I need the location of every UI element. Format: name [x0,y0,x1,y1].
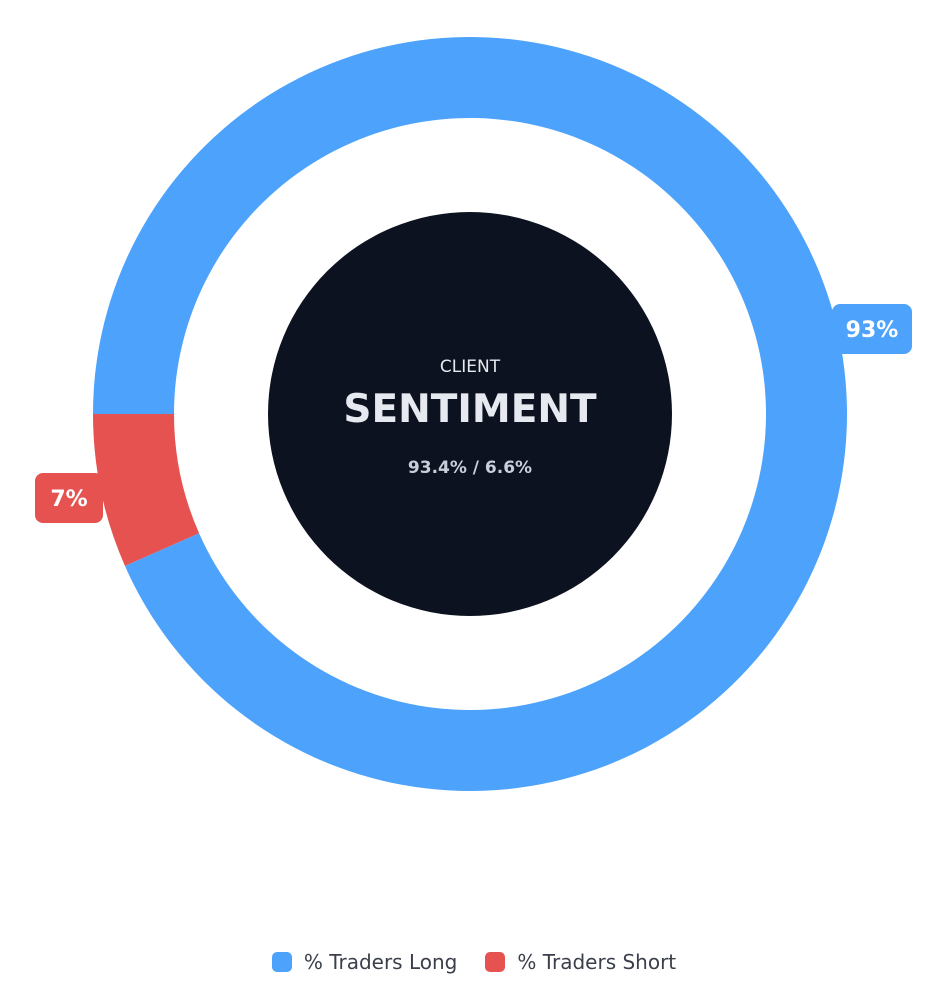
center-circle-group: CLIENT SENTIMENT 93.4% / 6.6% [268,212,672,616]
slice-traders-short[interactable] [93,414,200,566]
data-label-long-text: 93% [846,318,899,343]
center-kicker-text: CLIENT [440,357,501,377]
data-label-short-badge [35,473,103,523]
data-label-long-badge [832,304,912,354]
center-subtitle-text: 93.4% / 6.6% [408,458,532,478]
chart-legend: % Traders Long % Traders Short [0,950,948,974]
legend-item-short[interactable]: % Traders Short [485,950,676,974]
data-label-long: 93% [832,304,912,354]
legend-item-long[interactable]: % Traders Long [271,950,458,974]
doughnut-slices [93,37,847,792]
legend-swatch-long [271,952,292,972]
data-labels: 93% 7% [35,304,912,523]
legend-label-long: % Traders Long [303,950,458,974]
center-title-text: SENTIMENT [343,387,597,432]
legend-swatch-short [485,952,506,972]
center-circle [268,212,672,616]
legend-label-short: % Traders Short [517,950,677,974]
data-label-short-text: 7% [50,487,87,512]
data-label-short: 7% [35,473,103,523]
